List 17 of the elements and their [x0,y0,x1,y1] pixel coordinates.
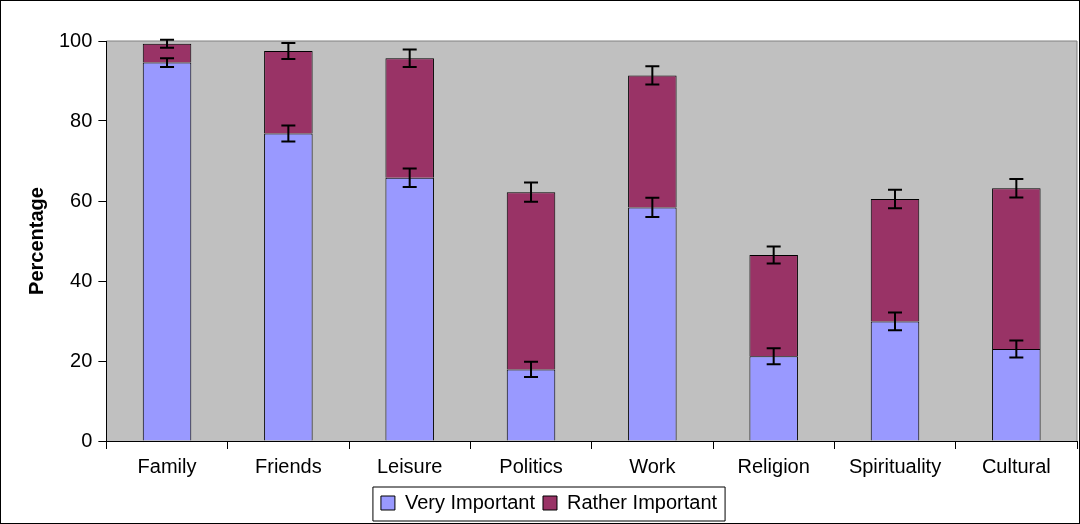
x-tick-label: Cultural [981,454,1051,477]
x-tick-label: Family [137,454,197,477]
x-tick-label: Work [629,454,677,477]
x-tick-label: Politics [499,454,563,477]
legend-label: Very Important [404,490,536,513]
y-tick-label: 100 [58,28,93,51]
legend-label: Rather Important [567,490,718,513]
x-tick-label: Spirituality [848,454,942,477]
y-tick-label: 60 [70,188,93,211]
y-tick-label: 20 [70,348,93,371]
y-tick-label: 0 [81,428,93,451]
x-tick-label: Friends [255,454,322,477]
y-axis-title: Percentage [24,187,47,295]
y-tick-label: 80 [70,108,93,131]
x-tick-label: Religion [737,454,810,477]
y-tick-label: 40 [70,268,93,291]
x-tick-label: Leisure [376,454,443,477]
